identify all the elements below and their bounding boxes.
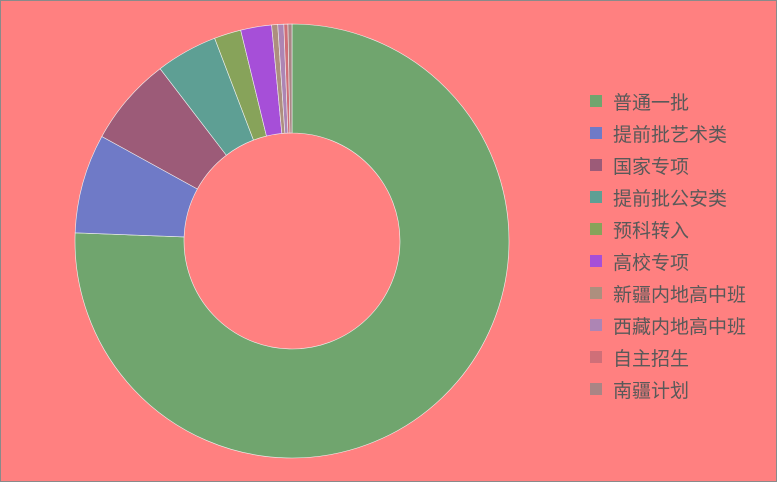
legend-item: 普通一批 — [590, 85, 746, 117]
legend-item: 国家专项 — [590, 149, 746, 181]
legend-swatch — [590, 127, 602, 139]
legend-swatch — [590, 287, 602, 299]
legend-swatch — [590, 255, 602, 267]
legend-swatch — [590, 351, 602, 363]
legend-label: 预科转入 — [613, 219, 690, 242]
legend-label: 普通一批 — [613, 91, 690, 114]
chart-legend: 普通一批提前批艺术类 国家专项提前批公安类 预科转入高校专项新疆内地高中班 西藏内地高… — [590, 85, 746, 405]
legend-item: 自主招生 — [590, 341, 746, 373]
legend-item: 西藏内地高中班 — [590, 309, 746, 341]
legend-swatch — [590, 223, 602, 235]
legend-item: 提前批艺术类 — [590, 117, 746, 149]
donut-slice-1 — [74, 23, 510, 459]
legend-swatch — [590, 319, 602, 331]
legend-label: 国家专项 — [613, 155, 690, 178]
legend-swatch — [590, 159, 602, 171]
donut-slices — [74, 23, 510, 459]
legend-label: 提前批艺术类 — [613, 123, 728, 146]
legend-item: 预科转入 — [590, 213, 746, 245]
legend-label: 自主招生 — [613, 347, 690, 370]
legend-swatch — [590, 95, 602, 107]
legend-label: 西藏内地高中班 — [613, 315, 747, 338]
legend-swatch — [590, 383, 602, 395]
legend-swatch — [590, 191, 602, 203]
legend-item: 南疆计划 — [590, 373, 746, 405]
donut-slice-10 — [287, 23, 293, 134]
legend-label: 高校专项 — [613, 251, 690, 274]
legend-item: 新疆内地高中班 — [590, 277, 746, 309]
legend-label: 南疆计划 — [613, 379, 690, 402]
legend-label: 新疆内地高中班 — [613, 283, 747, 306]
legend-item: 提前批公安类 — [590, 181, 746, 213]
legend-label: 提前批公安类 — [613, 187, 728, 210]
legend-item: 高校专项 — [590, 245, 746, 277]
